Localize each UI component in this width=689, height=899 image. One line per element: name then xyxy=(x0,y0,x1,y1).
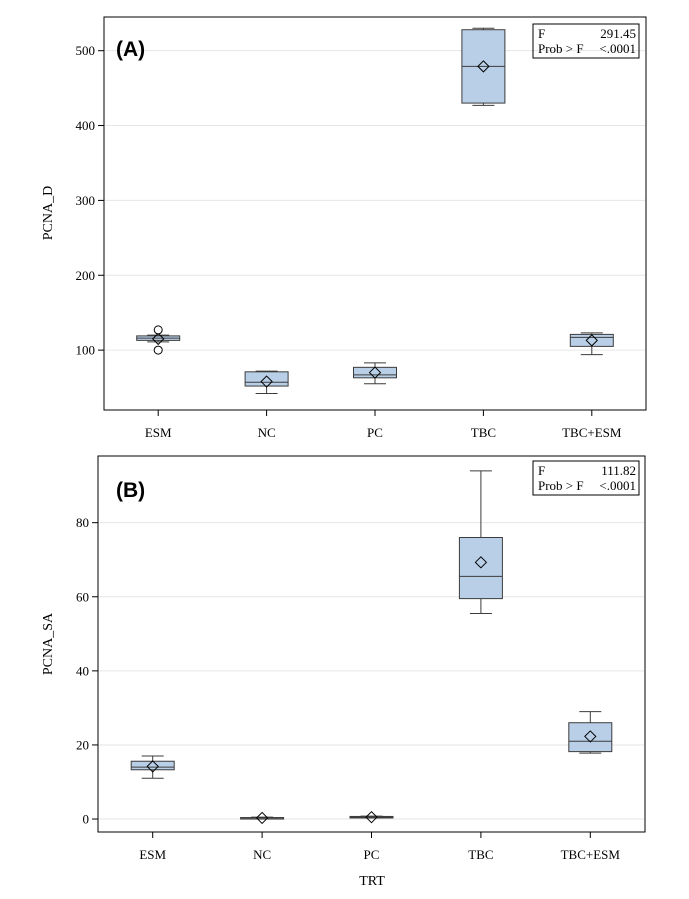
panel-b-y-tick-label: 20 xyxy=(76,737,89,752)
panel-a-y-tick-label: 300 xyxy=(76,193,96,208)
panel-b-stats-table: F 111.82 Prob > F <.0001 xyxy=(532,460,640,496)
panel-a-box-pc xyxy=(353,362,397,385)
mean-marker xyxy=(477,60,490,73)
panel-b-x-tick-label: PC xyxy=(364,847,380,862)
mean-marker xyxy=(365,810,378,824)
panel-a-y-tick-label: 500 xyxy=(76,43,96,58)
panel-a-x-tick-label: ESM xyxy=(145,425,172,440)
panel-b-x-axis-title: TRT xyxy=(359,874,385,889)
panel-a-boxes xyxy=(136,27,614,395)
panel-a-x-ticks: ESM NC PC TBC TBC+ESM xyxy=(145,410,622,440)
panel-b-y-axis-title: PCNA_SA xyxy=(41,612,56,675)
mean-marker xyxy=(151,332,165,346)
panel-b-y-tick-label: 40 xyxy=(76,663,89,678)
panel-a-x-tick-label: TBC+ESM xyxy=(562,425,622,440)
panel-a-gridlines xyxy=(105,50,645,351)
panel-a-stats-table: F 291.45 Prob > F <.0001 xyxy=(532,23,640,59)
panel-b-stats-frame xyxy=(532,460,640,496)
panel-b-box-esm xyxy=(130,755,175,779)
panel-b-x-ticks: ESM NC PC TBC TBC+ESM xyxy=(139,832,620,862)
panel-a-box-nc xyxy=(244,370,289,395)
mean-marker xyxy=(585,334,599,347)
mean-marker xyxy=(260,375,273,388)
panel-b-x-tick-label: NC xyxy=(253,847,271,862)
panel-b-gridlines xyxy=(99,522,644,820)
panel-b-box-pc xyxy=(349,810,394,824)
mean-marker xyxy=(584,730,597,743)
mean-marker xyxy=(146,760,159,773)
mean-marker xyxy=(368,366,382,379)
outlier-point xyxy=(153,345,163,355)
panel-b-y-ticks: 0 20 40 60 80 xyxy=(76,515,98,827)
panel-b-x-tick-label: ESM xyxy=(139,847,166,862)
panel-b-stat-p-label: Prob > F xyxy=(538,478,584,493)
panel-b-stat-p-value: <.0001 xyxy=(599,478,636,493)
panel-a-box-esm xyxy=(136,325,181,355)
panel-a-stat-f-value: 291.45 xyxy=(600,26,636,41)
mean-marker xyxy=(474,556,488,569)
iqr-box xyxy=(130,760,175,771)
panel-a-stat-f-label: F xyxy=(538,26,545,41)
panel-b-y-tick-label: 60 xyxy=(76,589,89,604)
panel-a-x-tick-label: TBC xyxy=(471,425,496,440)
mean-marker xyxy=(255,811,269,825)
panel-b-y-tick-label: 0 xyxy=(83,812,90,827)
panel-b-stat-f-label: F xyxy=(538,463,545,478)
panel-b-box-nc xyxy=(240,811,285,825)
iqr-box xyxy=(353,366,397,379)
panel-b-boxes xyxy=(130,470,613,825)
panel-b-stat-f-value: 111.82 xyxy=(601,463,636,478)
panel-a-stat-p-value: <.0001 xyxy=(599,41,636,56)
panel-b-frame xyxy=(97,455,646,833)
panel-b-x-tick-label: TBC+ESM xyxy=(561,847,621,862)
iqr-box xyxy=(569,333,614,347)
panel-b-label: (B) xyxy=(116,479,145,502)
panel-b-y-tick-label: 80 xyxy=(76,515,89,530)
panel-a-stat-p-label: Prob > F xyxy=(538,41,584,56)
panel-b-x-tick-label: TBC xyxy=(468,847,493,862)
panel-a-frame xyxy=(103,16,647,411)
panel-b-box-tbc xyxy=(458,470,503,614)
outlier-point xyxy=(153,325,163,335)
panel-a-y-ticks: 100 200 300 400 500 xyxy=(76,43,104,358)
panel-a-y-tick-label: 200 xyxy=(76,268,96,283)
iqr-box xyxy=(568,722,613,753)
panel-a-y-axis-title: PCNA_D xyxy=(41,186,56,240)
panel-a-y-tick-label: 400 xyxy=(76,118,96,133)
panel-a-box-tbc-esm xyxy=(569,332,614,356)
panel-a: 100 200 300 400 500 ESM NC PC TBC TBC+ESM (A) PC… xyxy=(41,16,647,440)
panel-a-stats-frame xyxy=(532,23,640,59)
panel-a-box-tbc xyxy=(461,27,506,106)
iqr-box xyxy=(244,371,289,387)
panel-b-box-tbc-esm xyxy=(568,711,613,754)
panel-a-x-tick-label: PC xyxy=(367,425,383,440)
panel-a-label: (A) xyxy=(116,38,145,61)
panel-a-x-tick-label: NC xyxy=(258,425,276,440)
panel-a-y-tick-label: 100 xyxy=(76,343,96,358)
